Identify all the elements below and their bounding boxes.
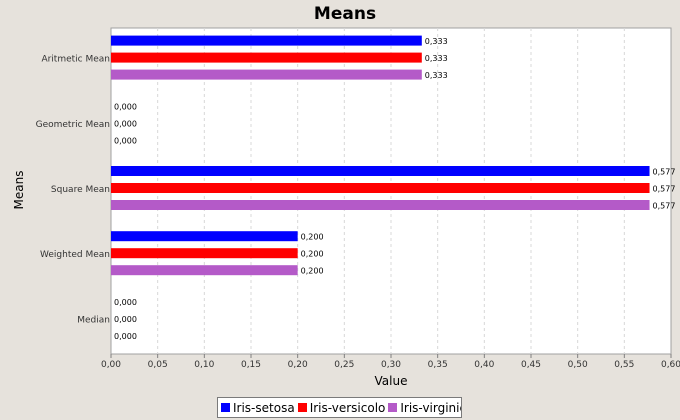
x-tick-label: 0,45 bbox=[521, 360, 541, 370]
legend-item-iris-versicolor: Iris-versicolo bbox=[297, 400, 386, 415]
data-label: 0,200 bbox=[301, 233, 324, 242]
data-label: 0,577 bbox=[653, 202, 676, 211]
bar bbox=[111, 200, 650, 210]
data-label: 0,000 bbox=[114, 315, 137, 324]
data-label: 0,200 bbox=[301, 250, 324, 259]
legend-item-iris-setosa: Iris-setosa bbox=[221, 401, 295, 415]
data-label: 0,200 bbox=[301, 267, 324, 276]
x-tick-label: 0,60 bbox=[661, 360, 680, 370]
x-tick-label: 0,10 bbox=[194, 360, 214, 370]
data-label: 0,000 bbox=[114, 332, 137, 341]
x-tick-label: 0,35 bbox=[428, 360, 448, 370]
x-tick-label: 0,30 bbox=[381, 360, 401, 370]
x-tick-label: 0,20 bbox=[288, 360, 308, 370]
data-label: 0,333 bbox=[425, 37, 448, 46]
y-axis-label: Means bbox=[12, 171, 26, 210]
bar bbox=[111, 231, 298, 242]
data-label: 0,000 bbox=[114, 298, 137, 307]
y-tick-label: Aritmetic Mean bbox=[41, 55, 110, 65]
data-label: 0,333 bbox=[425, 71, 448, 80]
bar bbox=[111, 69, 422, 80]
x-tick-label: 0,25 bbox=[334, 360, 354, 370]
legend-swatch bbox=[388, 403, 398, 412]
legend-label: Iris-setosa bbox=[233, 400, 295, 415]
bar bbox=[111, 248, 298, 259]
data-label: 0,000 bbox=[114, 119, 137, 128]
x-tick-label: 0,40 bbox=[474, 360, 494, 370]
chart-title: Means bbox=[314, 4, 376, 24]
legend-item-iris-virginica: Iris-virginica bbox=[388, 400, 461, 415]
data-label: 0,000 bbox=[114, 102, 137, 111]
data-label: 0,577 bbox=[653, 185, 676, 194]
data-label: 0,577 bbox=[653, 168, 676, 177]
data-label: 0,000 bbox=[114, 136, 137, 145]
x-tick-label: 0,50 bbox=[568, 360, 588, 370]
y-tick-label: Median bbox=[77, 315, 110, 325]
bar bbox=[111, 265, 298, 276]
bar bbox=[111, 183, 650, 193]
x-axis-label: Value bbox=[375, 374, 408, 388]
legend-swatch bbox=[297, 403, 307, 412]
legend-swatch bbox=[221, 403, 230, 412]
bar bbox=[111, 166, 650, 176]
x-tick-label: 0,55 bbox=[614, 360, 634, 370]
bar bbox=[111, 35, 422, 46]
data-label: 0,333 bbox=[425, 54, 448, 63]
y-tick-label: Geometric Mean bbox=[36, 120, 110, 130]
legend-label: Iris-virginica bbox=[400, 400, 461, 415]
legend-label: Iris-versicolo bbox=[309, 400, 386, 415]
y-tick-label: Weighted Mean bbox=[40, 250, 110, 260]
legend: Iris-setosa Iris-versicolo Iris-virginic… bbox=[217, 397, 462, 418]
y-tick-label: Square Mean bbox=[51, 185, 110, 195]
bar bbox=[111, 52, 422, 63]
x-tick-label: 0,00 bbox=[101, 360, 121, 370]
x-tick-label: 0,15 bbox=[241, 360, 261, 370]
x-tick-label: 0,05 bbox=[148, 360, 168, 370]
